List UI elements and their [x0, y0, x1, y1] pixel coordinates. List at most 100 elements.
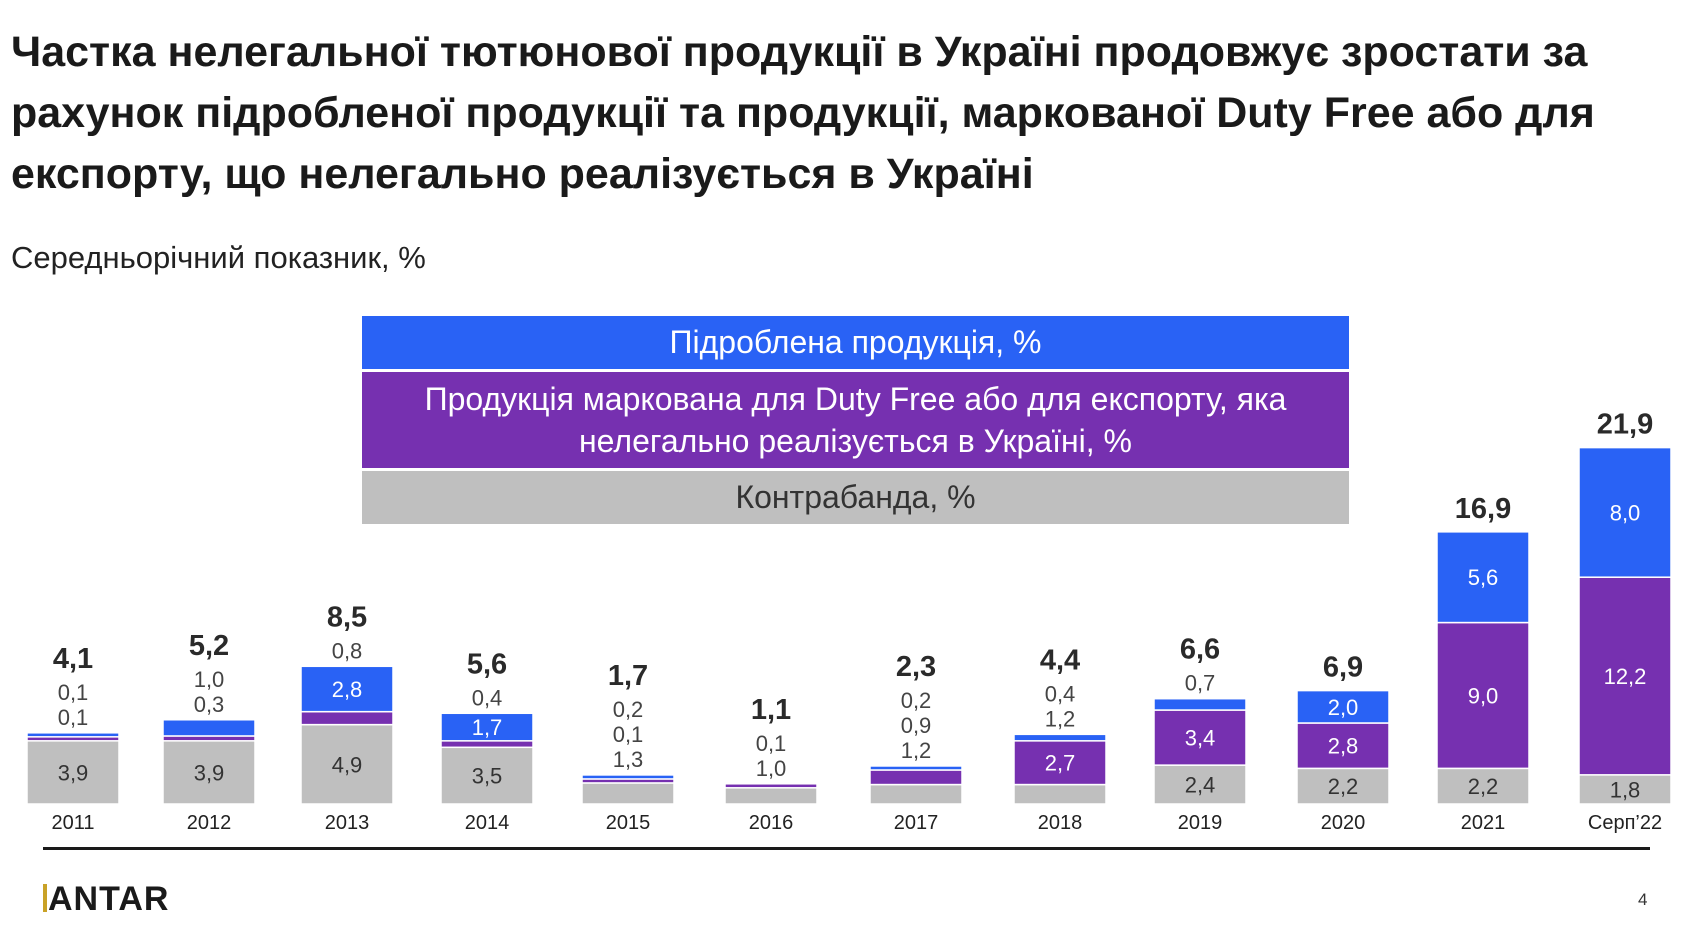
bar-segment: [300, 665, 394, 713]
bar-segment: [869, 765, 963, 771]
total-label: 5,6: [467, 648, 507, 680]
legend: Підроблена продукція, % Продукція марков…: [362, 316, 1349, 524]
footer-divider: [43, 847, 1650, 850]
bar-segment: [1578, 446, 1672, 578]
bar-segment: [1296, 722, 1390, 770]
bar-segment: [1578, 576, 1672, 776]
segment-label: 0,1: [58, 680, 89, 705]
x-tick-label: 2015: [606, 812, 651, 834]
x-tick-label: 2019: [1178, 812, 1223, 834]
bar-segment: [869, 783, 963, 805]
segment-label: 0,7: [1185, 671, 1216, 696]
segment-label: 2,2: [1468, 774, 1499, 799]
bar-segment: [724, 783, 818, 789]
segment-label: 3,9: [58, 760, 89, 785]
segment-label: 3,9: [194, 760, 225, 785]
bar-segment: [300, 723, 394, 805]
bar-segment: [26, 732, 120, 738]
segment-label: 5,6: [1468, 565, 1499, 590]
segment-label: 0,2: [901, 688, 932, 713]
bar-segment: [300, 710, 394, 726]
segment-label: 2,8: [1328, 734, 1359, 759]
bar-segment: [162, 719, 256, 737]
bar-segment: [581, 774, 675, 780]
x-tick-label: 2012: [187, 812, 232, 834]
segment-label: 4,9: [332, 752, 363, 777]
x-tick-label: 2011: [51, 812, 94, 834]
legend-duty-free: Продукція маркована для Duty Free або дл…: [362, 372, 1349, 471]
segment-label: 1,2: [901, 738, 932, 763]
segment-label: 1,2: [1045, 706, 1076, 731]
bar-segment: [1013, 733, 1107, 742]
x-tick-label: 2018: [1038, 812, 1083, 834]
segment-label: 2,4: [1185, 773, 1216, 798]
bar-segment: [440, 740, 534, 749]
x-tick-label: 2020: [1321, 812, 1366, 834]
legend-counterfeit: Підроблена продукція, %: [362, 316, 1349, 372]
total-label: 4,1: [53, 643, 93, 675]
total-label: 2,3: [896, 651, 936, 683]
x-tick-label: 2021: [1461, 812, 1506, 834]
page-number: 4: [1638, 890, 1648, 909]
segment-label: 2,7: [1045, 751, 1076, 776]
chart-subtitle: Середньорічний показник, %: [11, 240, 426, 275]
slide-title: Частка нелегальної тютюнової продукції в…: [11, 28, 1595, 198]
segment-label: 1,8: [1610, 777, 1641, 802]
bar-segment: [1153, 764, 1247, 805]
x-tick-label: 2016: [749, 812, 794, 834]
segment-label: 12,2: [1604, 664, 1647, 689]
segment-label: 1,0: [194, 667, 225, 692]
segment-label: 2,2: [1328, 774, 1359, 799]
segment-label: 0,1: [756, 731, 787, 756]
total-label: 6,6: [1180, 634, 1220, 666]
segment-label: 1,3: [613, 747, 644, 772]
bar-segment: [1013, 783, 1107, 805]
x-tick-label: 2014: [465, 812, 510, 834]
bar-segment: [1436, 767, 1530, 805]
bar-segment: [162, 740, 256, 805]
segment-label: 0,1: [58, 705, 89, 730]
total-label: 4,4: [1040, 644, 1080, 676]
segment-label: 0,3: [194, 692, 225, 717]
segment-label: 3,5: [472, 764, 503, 789]
bar-segment: [1153, 697, 1247, 711]
bar-segment: [581, 782, 675, 805]
total-label: 1,7: [608, 660, 648, 692]
bar-segment: [1296, 689, 1390, 724]
legend-contraband: Контрабанда, %: [362, 471, 1349, 524]
x-tick-label: Серп’22: [1588, 812, 1662, 834]
bar-segment: [1013, 740, 1107, 786]
bar-segment: [724, 787, 818, 805]
bar-segment: [1436, 621, 1530, 770]
bar-segment: [440, 712, 534, 742]
bar-segment: [440, 746, 534, 805]
total-label: 5,2: [189, 630, 229, 662]
segment-label: 2,8: [332, 677, 363, 702]
bar-segment: [26, 740, 120, 805]
segment-label: 1,0: [756, 756, 787, 781]
logo-text: ANTAR: [48, 880, 170, 918]
bar-segment: [869, 769, 963, 786]
total-label: 1,1: [751, 694, 791, 726]
segment-label: 0,1: [613, 722, 644, 747]
segment-label: 8,0: [1610, 500, 1641, 525]
segment-label: 0,2: [613, 697, 644, 722]
x-tick-label: 2013: [325, 812, 370, 834]
total-label: 21,9: [1597, 409, 1653, 441]
x-tick-label: 2017: [894, 812, 939, 834]
bar-segment: [1436, 531, 1530, 624]
total-label: 16,9: [1455, 493, 1511, 525]
segment-label: 3,4: [1185, 726, 1216, 751]
total-label: 6,9: [1323, 652, 1363, 684]
bar-segment: [1296, 767, 1390, 805]
total-label: 8,5: [327, 601, 367, 633]
segment-label: 2,0: [1328, 695, 1359, 720]
segment-label: 0,8: [332, 638, 363, 663]
segment-label: 1,7: [472, 715, 503, 740]
segment-label: 0,4: [472, 685, 503, 710]
kantar-logo: ANTAR: [43, 880, 169, 919]
segment-label: 0,9: [901, 713, 932, 738]
segment-label: 0,4: [1045, 681, 1076, 706]
